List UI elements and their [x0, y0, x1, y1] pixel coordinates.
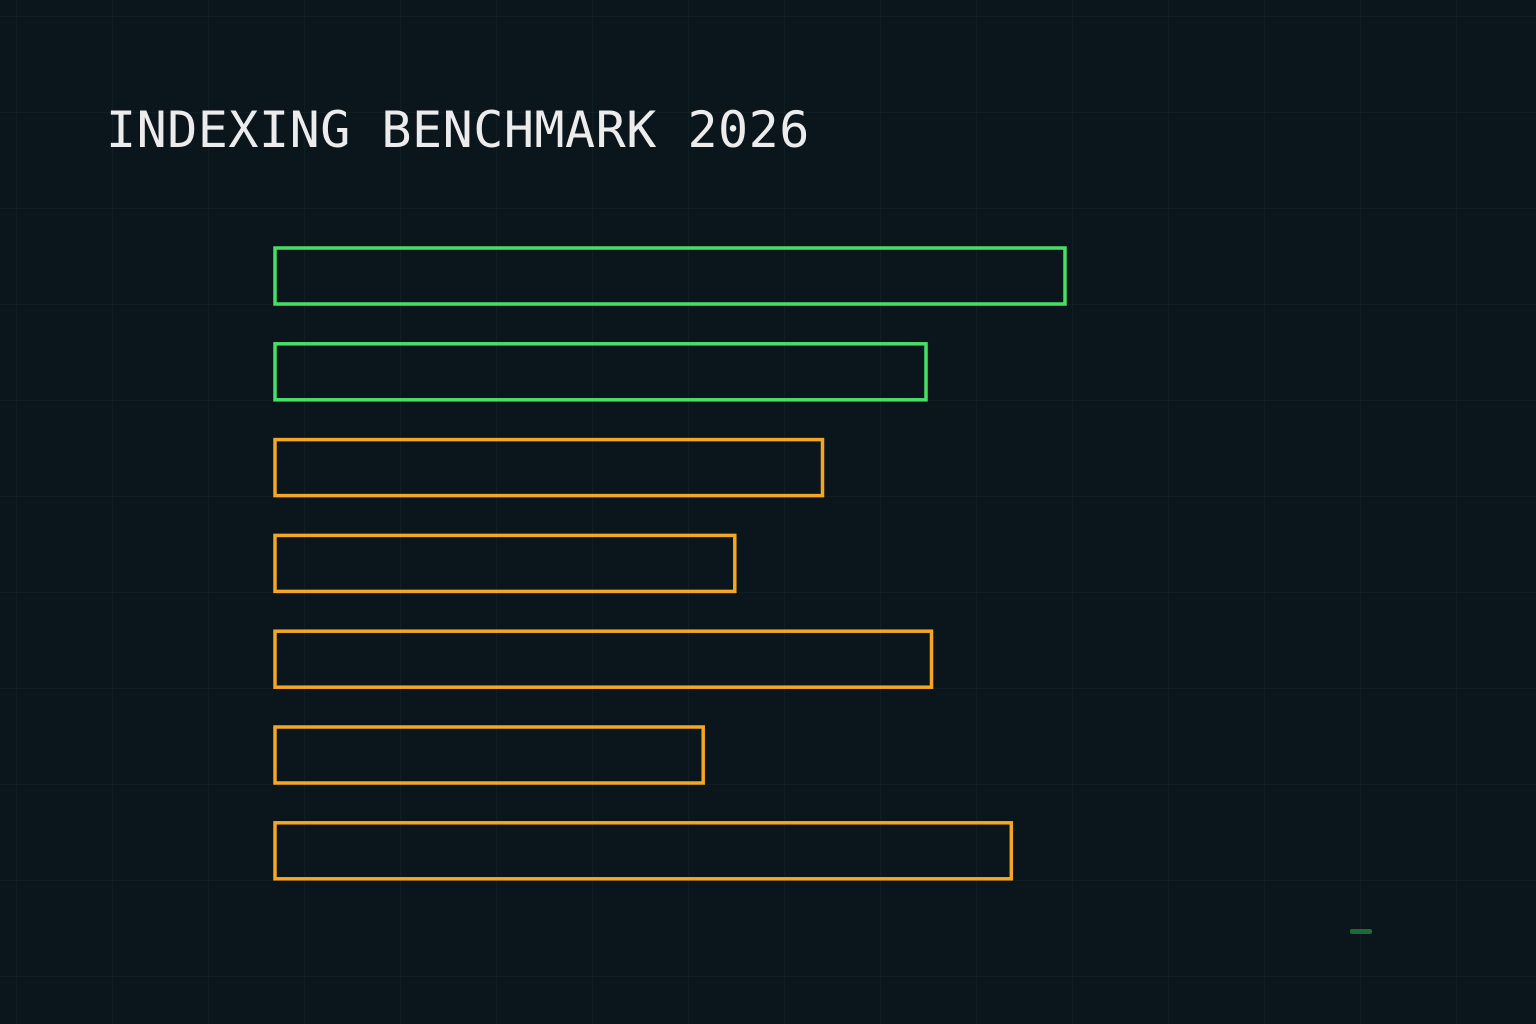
bar-7 — [273, 821, 1014, 881]
bar-2 — [273, 342, 928, 402]
bar-4 — [273, 533, 737, 594]
bar-5 — [273, 629, 934, 689]
bar-1 — [273, 246, 1067, 306]
corner-indicator-mark — [1350, 929, 1372, 934]
chart-title: INDEXING BENCHMARK 2026 — [106, 101, 810, 159]
bar-6 — [273, 725, 705, 785]
bar-3 — [273, 437, 825, 498]
